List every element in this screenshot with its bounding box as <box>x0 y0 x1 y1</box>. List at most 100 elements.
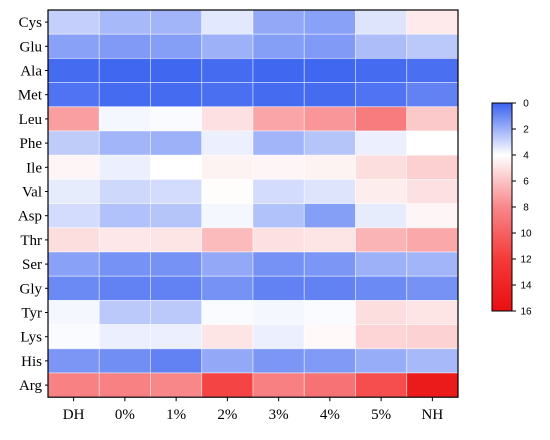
heatmap-cell-cys-4pct <box>303 9 356 35</box>
heatmap-cell-ile-3pct <box>252 154 305 180</box>
heatmap-cell-phe-1pct <box>150 130 203 156</box>
heatmap-cell-arg-nh <box>406 372 459 398</box>
heatmap-cell-val-nh <box>406 178 459 204</box>
row-label-lys: Lys <box>20 330 42 346</box>
heatmap-cell-met-dh <box>47 82 100 108</box>
heatmap-cell-ala-2pct <box>201 58 254 84</box>
heatmap-cell-phe-nh <box>406 130 459 156</box>
heatmap-cell-tyr-2pct <box>201 299 254 325</box>
heatmap-cell-his-nh <box>406 348 459 374</box>
colorbar-tick-label-10: 10 <box>520 229 532 240</box>
column-label-5pct: 5% <box>371 407 391 423</box>
heatmap-cell-his-3pct <box>252 348 305 374</box>
heatmap-cell-val-5pct <box>355 178 408 204</box>
heatmap-cell-thr-1pct <box>150 227 203 253</box>
colorbar-tick-label-6: 6 <box>523 177 529 188</box>
heatmap-cell-gly-4pct <box>303 275 356 301</box>
colorbar-tick-label-16: 16 <box>520 307 532 318</box>
heatmap-cell-ile-2pct <box>201 154 254 180</box>
row-label-tyr: Tyr <box>21 306 42 322</box>
heatmap-cell-asp-dh <box>47 203 100 229</box>
row-label-his: His <box>21 354 42 370</box>
heatmap-cell-leu-1pct <box>150 106 203 132</box>
heatmap-cell-tyr-0pct <box>98 299 151 325</box>
heatmap-cell-ser-nh <box>406 251 459 277</box>
heatmap-cell-gly-2pct <box>201 275 254 301</box>
heatmap-cell-thr-dh <box>47 227 100 253</box>
heatmap-cell-glu-dh <box>47 33 100 59</box>
heatmap-cell-ser-4pct <box>303 251 356 277</box>
heatmap-cell-val-0pct <box>98 178 151 204</box>
heatmap-cell-val-3pct <box>252 178 305 204</box>
row-label-ala: Ala <box>20 64 42 80</box>
heatmap-cell-tyr-5pct <box>355 299 408 325</box>
heatmap-cell-ile-0pct <box>98 154 151 180</box>
heatmap-cell-met-nh <box>406 82 459 108</box>
row-label-asp: Asp <box>18 209 42 225</box>
column-labels: DH 0% 1% 2% 3% 4% 5% NH <box>63 397 444 423</box>
column-label-nh: NH <box>422 407 444 423</box>
heatmap-cell-gly-nh <box>406 275 459 301</box>
heatmap-cell-cys-1pct <box>150 9 203 35</box>
heatmap-cell-ala-nh <box>406 58 459 84</box>
row-label-met: Met <box>18 88 43 104</box>
heatmap-cell-glu-4pct <box>303 33 356 59</box>
heatmap-frame <box>47 9 459 398</box>
heatmap-cell-val-1pct <box>150 178 203 204</box>
colorbar-tick-label-8: 8 <box>523 203 529 214</box>
heatmap-cell-cys-nh <box>406 9 459 35</box>
heatmap-cell-glu-3pct <box>252 33 305 59</box>
heatmap-cell-val-dh <box>47 178 100 204</box>
heatmap-cell-cys-2pct <box>201 9 254 35</box>
heatmap-cell-ser-2pct <box>201 251 254 277</box>
heatmap-cell-asp-1pct <box>150 203 203 229</box>
row-label-thr: Thr <box>20 233 42 249</box>
heatmap-cell-glu-1pct <box>150 33 203 59</box>
heatmap-cell-tyr-dh <box>47 299 100 325</box>
heatmap-cell-glu-0pct <box>98 33 151 59</box>
heatmap-cell-leu-3pct <box>252 106 305 132</box>
heatmap-cell-phe-3pct <box>252 130 305 156</box>
heatmap-cell-glu-2pct <box>201 33 254 59</box>
heatmap-cell-gly-0pct <box>98 275 151 301</box>
heatmap-cell-lys-3pct <box>252 324 305 350</box>
heatmap-cell-thr-5pct <box>355 227 408 253</box>
heatmap-cell-lys-dh <box>47 324 100 350</box>
heatmap-cell-cys-dh <box>47 9 100 35</box>
heatmap-cell-thr-0pct <box>98 227 151 253</box>
heatmap-cell-glu-nh <box>406 33 459 59</box>
heatmap-cell-met-0pct <box>98 82 151 108</box>
heatmap-cell-phe-4pct <box>303 130 356 156</box>
heatmap-cell-his-1pct <box>150 348 203 374</box>
column-label-3pct: 3% <box>269 407 289 423</box>
heatmap-cell-val-2pct <box>201 178 254 204</box>
heatmap-cell-lys-2pct <box>201 324 254 350</box>
heatmap-cell-lys-0pct <box>98 324 151 350</box>
heatmap-cell-ala-4pct <box>303 58 356 84</box>
column-label-4pct: 4% <box>320 407 340 423</box>
row-label-phe: Phe <box>20 136 43 152</box>
heatmap-cell-ile-dh <box>47 154 100 180</box>
heatmap-cell-thr-3pct <box>252 227 305 253</box>
heatmap-cell-met-5pct <box>355 82 408 108</box>
colorbar-tick-label-2: 2 <box>523 125 529 136</box>
row-label-ile: Ile <box>26 160 42 176</box>
heatmap-cell-val-4pct <box>303 178 356 204</box>
row-label-gly: Gly <box>20 281 43 297</box>
heatmap-cell-glu-5pct <box>355 33 408 59</box>
heatmap-cells <box>47 9 459 398</box>
heatmap-cell-arg-dh <box>47 372 100 398</box>
row-label-ser: Ser <box>22 257 42 273</box>
heatmap-cell-arg-5pct <box>355 372 408 398</box>
heatmap-cell-leu-2pct <box>201 106 254 132</box>
heatmap-cell-his-4pct <box>303 348 356 374</box>
colorbar-tick-label-12: 12 <box>520 255 532 266</box>
heatmap-cell-ile-4pct <box>303 154 356 180</box>
heatmap-cell-leu-5pct <box>355 106 408 132</box>
heatmap-cell-ser-1pct <box>150 251 203 277</box>
heatmap-cell-thr-2pct <box>201 227 254 253</box>
heatmap-cell-gly-3pct <box>252 275 305 301</box>
column-label-dh: DH <box>63 407 85 423</box>
heatmap-cell-leu-4pct <box>303 106 356 132</box>
